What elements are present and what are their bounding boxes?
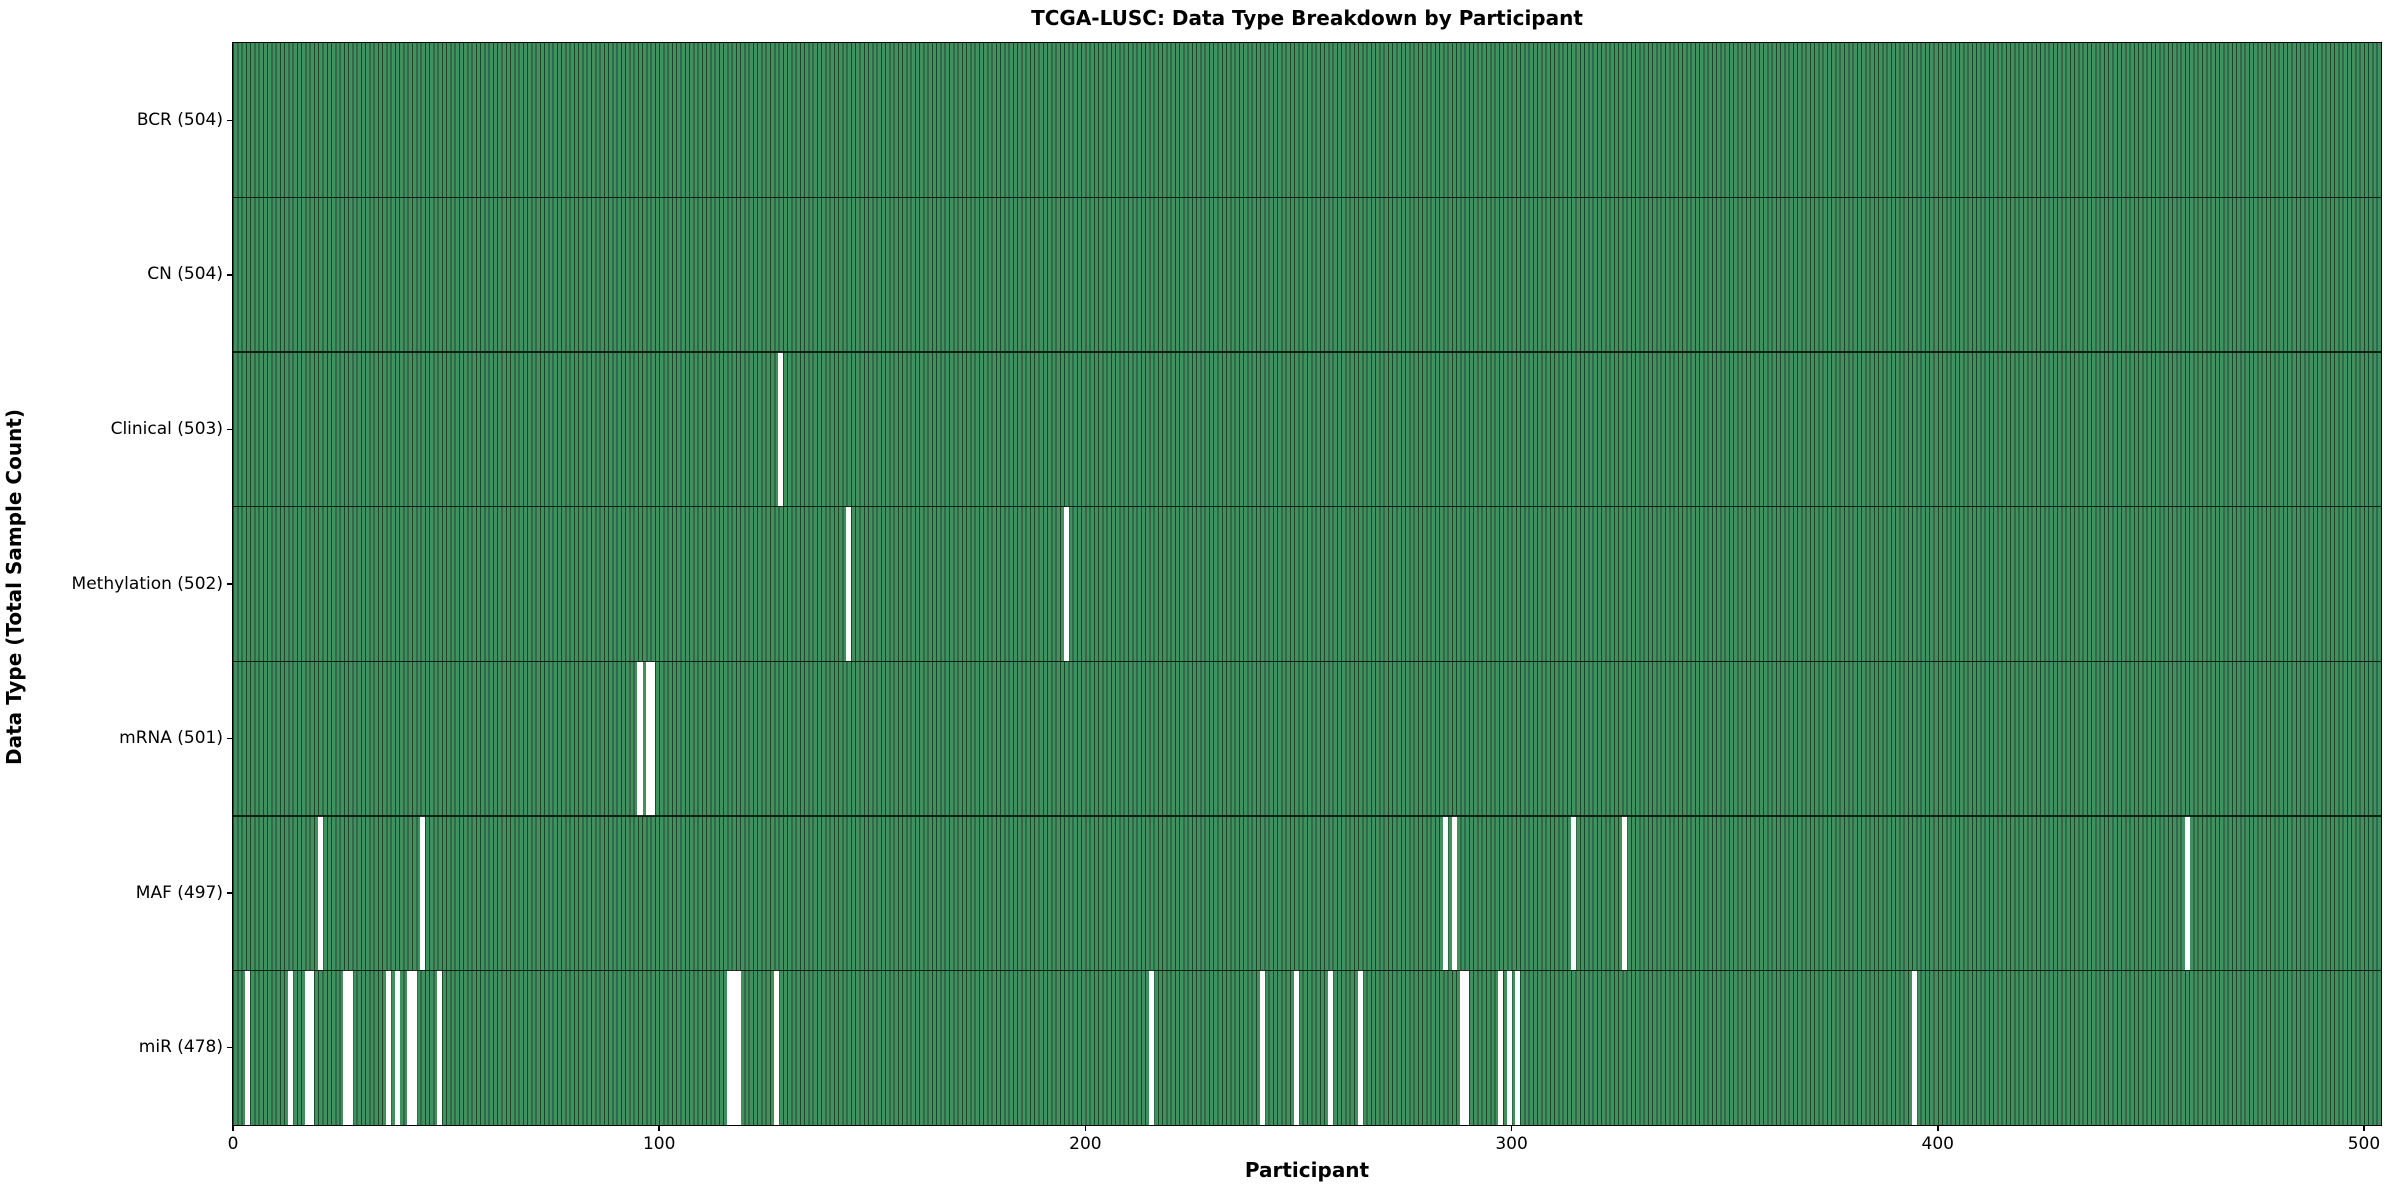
y-tick-label: BCR (504) (136, 109, 223, 130)
x-tick-label: 400 (1921, 1134, 1954, 1154)
absent-gap (437, 970, 443, 1125)
y-tick (227, 274, 233, 276)
row-divider (233, 351, 2381, 353)
absent-gap (1515, 970, 1521, 1125)
row-divider (233, 969, 2381, 972)
absent-gap (735, 970, 741, 1125)
absent-gap (245, 970, 251, 1125)
x-tick (1510, 1125, 1513, 1131)
absent-gap (1570, 815, 1576, 971)
absent-gap (394, 970, 400, 1125)
row-methylation (233, 506, 2381, 662)
absent-gap (1442, 815, 1449, 971)
absent-gap (1451, 815, 1457, 971)
absent-gap (726, 970, 733, 1125)
y-tick-label: CN (504) (147, 264, 223, 285)
absent-gap (288, 970, 294, 1125)
row-cn (233, 197, 2381, 353)
x-tick-label: 100 (642, 1134, 676, 1154)
row-mrna (233, 661, 2381, 816)
y-tick (227, 428, 233, 431)
y-tick-label: miR (478) (138, 1037, 223, 1058)
absent-gap (650, 661, 656, 816)
absent-gap (386, 970, 392, 1125)
absent-gap (420, 815, 426, 971)
absent-gap (1148, 970, 1154, 1125)
x-tick-label: 200 (1069, 1134, 1102, 1154)
absent-gap (411, 970, 417, 1125)
y-tick (227, 1046, 233, 1049)
absent-gap (309, 970, 315, 1125)
row-divider (233, 196, 2381, 199)
y-tick (227, 583, 233, 585)
absent-gap (2184, 815, 2190, 971)
absent-gap (317, 815, 323, 971)
absent-gap (305, 970, 311, 1125)
absent-gap (1460, 970, 1466, 1125)
row-clinical (233, 352, 2381, 507)
absent-gap (1357, 970, 1363, 1125)
x-tick-label: 0 (227, 1134, 239, 1154)
absent-gap (1327, 970, 1333, 1125)
y-tick-label: Clinical (503) (110, 418, 223, 439)
absent-gap (343, 970, 349, 1125)
x-tick (2363, 1125, 2365, 1131)
absent-gap (1498, 970, 1504, 1125)
row-divider (233, 815, 2381, 817)
absent-gap (731, 970, 737, 1125)
row-maf (233, 815, 2381, 971)
absent-gap (1464, 970, 1470, 1125)
row-mir (233, 970, 2381, 1125)
absent-gap (1063, 506, 1069, 662)
y-tick-label: MAF (497) (135, 882, 223, 903)
x-tick (232, 1125, 234, 1131)
x-tick-label: 500 (2347, 1134, 2381, 1154)
y-tick (227, 737, 233, 740)
chart-title: TCGA-LUSC: Data Type Breakdown by Partic… (1031, 6, 1583, 30)
y-tick-label: Methylation (502) (71, 573, 223, 594)
absent-gap (347, 970, 353, 1125)
absent-gap (407, 970, 413, 1125)
x-axis-label: Participant (1244, 1158, 1370, 1182)
plot-area: Present Absent (231, 41, 2382, 1126)
x-tick-label: 300 (1495, 1134, 1528, 1154)
absent-gap (646, 661, 652, 816)
row-divider (233, 506, 2381, 508)
x-tick (1937, 1125, 1939, 1131)
absent-gap (1621, 815, 1628, 971)
y-tick (227, 892, 233, 894)
y-tick (227, 119, 233, 122)
absent-gap (778, 352, 784, 507)
x-tick (658, 1125, 660, 1131)
absent-gap (1911, 970, 1917, 1125)
absent-gap (846, 506, 852, 662)
absent-gap (1293, 970, 1299, 1125)
absent-gap (773, 970, 779, 1125)
absent-gap (637, 661, 643, 816)
x-tick (1084, 1125, 1087, 1131)
row-bcr (233, 43, 2381, 198)
y-tick-label: mRNA (501) (119, 728, 223, 749)
absent-gap (1259, 970, 1265, 1125)
row-divider (233, 660, 2381, 662)
absent-gap (1506, 970, 1512, 1125)
